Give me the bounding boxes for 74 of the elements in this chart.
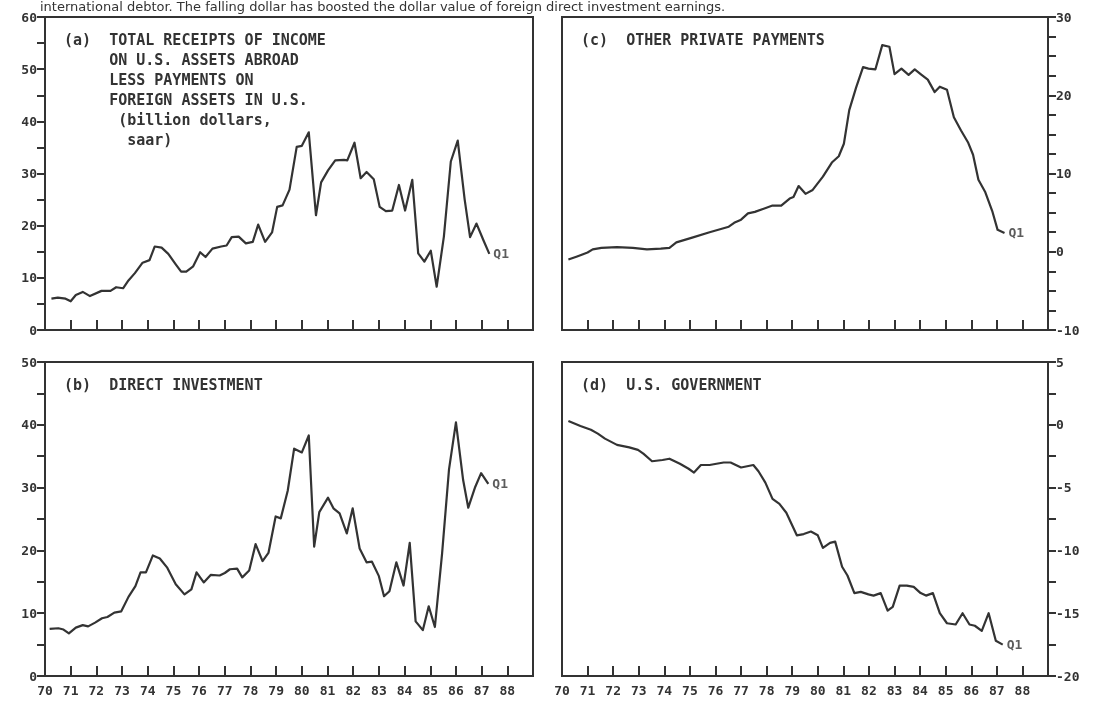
- x-tick-label: 79: [784, 683, 801, 698]
- text: (a) TOTAL RECEIPTS OF INCOME ON U.S. ASSETS ABROAD LESS PAYMENTS ON FOREIGN ASSETS IN U.S. (billion dollars, saar): [64, 31, 326, 149]
- annotation: Q1: [492, 476, 509, 492]
- x-tick-label: 73: [114, 683, 130, 698]
- x-tick-label: 71: [579, 683, 596, 698]
- x-tick-label: 72: [605, 683, 621, 698]
- text: (c) OTHER PRIVATE PAYMENTS: [581, 31, 825, 49]
- x-tick-label: 79: [268, 683, 284, 698]
- y-tick-label: -20: [1056, 668, 1080, 684]
- x-tick-label: 75: [682, 683, 698, 698]
- y-tick-label: 40: [21, 417, 38, 433]
- x-tick-label: 85: [422, 683, 439, 698]
- x-tick-label: 76: [191, 683, 208, 698]
- x-tick-label: 73: [630, 683, 647, 698]
- x-tick-label: 81: [319, 683, 336, 698]
- y-tick-label: 20: [21, 542, 38, 558]
- x-tick-label: 81: [835, 683, 852, 698]
- text: (d) U.S. GOVERNMENT: [581, 376, 762, 394]
- x-tick-label: 71: [62, 683, 79, 698]
- annotation: Q1: [1008, 225, 1025, 241]
- x-tick-label: 77: [733, 683, 749, 698]
- x-tick-label: 87: [473, 683, 490, 698]
- y-tick-label: 40: [21, 113, 38, 129]
- y-tick-label: 0: [1056, 244, 1064, 260]
- x-tick-label: 74: [656, 683, 673, 698]
- text: international debtor. The falling dollar has boosted the dollar value of foreign direct investment earnings.: [40, 0, 726, 14]
- text: (b) DIRECT INVESTMENT: [64, 376, 263, 394]
- x-tick-label: 80: [809, 683, 826, 698]
- y-tick-label: 20: [21, 218, 38, 234]
- x-tick-label: 78: [242, 683, 259, 698]
- line-series: [50, 131, 491, 303]
- y-tick-label: 30: [21, 480, 38, 496]
- y-tick-label: 50: [21, 354, 38, 370]
- x-tick-label: 88: [499, 683, 516, 698]
- y-tick-label: -10: [1056, 542, 1080, 558]
- y-tick-label: 50: [21, 61, 38, 77]
- x-tick-label: 83: [886, 683, 903, 698]
- x-tick-label: 84: [396, 683, 413, 698]
- y-tick-label: -5: [1056, 480, 1072, 496]
- x-tick-label: 76: [707, 683, 724, 698]
- y-tick-label: 0: [29, 668, 38, 684]
- x-tick-label: 77: [216, 683, 233, 698]
- x-tick-label: 85: [937, 683, 954, 698]
- x-tick-label: 75: [165, 683, 182, 698]
- x-tick-label: 78: [758, 683, 775, 698]
- x-tick-label: 82: [345, 683, 362, 698]
- y-tick-label: 30: [1056, 9, 1072, 25]
- y-tick-label: 20: [1056, 87, 1072, 103]
- y-tick-label: 0: [1056, 417, 1064, 433]
- annotation: Q1: [493, 246, 510, 262]
- y-tick-label: 10: [1056, 166, 1072, 181]
- y-tick-label: 60: [21, 9, 38, 25]
- x-tick-label: 83: [371, 683, 387, 698]
- x-tick-label: 82: [861, 683, 877, 698]
- y-tick-label: 10: [21, 270, 38, 286]
- line-series: [567, 419, 1004, 646]
- x-tick-label: 86: [963, 683, 980, 698]
- x-tick-label: 84: [912, 683, 929, 698]
- y-tick-label: -10: [1056, 322, 1080, 338]
- y-tick-label: 0: [29, 322, 38, 338]
- y-tick-label: -15: [1056, 605, 1080, 621]
- x-tick-label: 74: [139, 683, 156, 698]
- x-tick-label: 88: [1014, 683, 1031, 698]
- x-tick-label: 72: [88, 683, 105, 698]
- y-tick-label: 30: [21, 166, 38, 181]
- x-tick-label: 87: [989, 683, 1005, 698]
- x-tick-label: 86: [448, 683, 464, 698]
- x-tick-label: 80: [294, 683, 310, 698]
- y-tick-label: 5: [1056, 354, 1064, 370]
- x-tick-label: 70: [37, 683, 53, 698]
- line-series: [48, 421, 490, 635]
- annotation: Q1: [1006, 637, 1023, 653]
- x-tick-label: 70: [554, 683, 570, 698]
- y-tick-label: 10: [21, 605, 38, 621]
